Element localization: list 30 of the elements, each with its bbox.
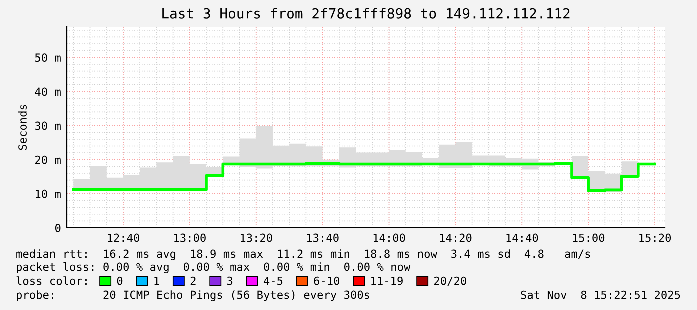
text: probe: 20 ICMP Echo Pings (56 Bytes) every 300s [17, 290, 370, 302]
legend-label: 1 [154, 276, 160, 286]
x-tick-label: 14:40 [506, 234, 538, 242]
y-tick-label: 10 m [36, 190, 61, 198]
legend-label: 2 [190, 276, 196, 286]
chart-title: Last 3 Hours from 2f78c1fff898 to 149.112.112.112 [162, 8, 570, 19]
legend-title: loss color: [16, 276, 87, 286]
text: packet loss: 0.00 % avg 0.00 % max 0.00 % min 0.00 % now [17, 262, 411, 274]
legend-label: 11-19 [372, 276, 403, 286]
x-tick-label: 14:20 [440, 234, 472, 242]
x-tick-label: 13:40 [307, 234, 339, 242]
y-tick-label: 40 m [35, 88, 61, 96]
legend-label: 20/20 [434, 276, 466, 286]
x-tick-label: 13:00 [174, 234, 206, 242]
y-tick-label: 30 m [35, 122, 61, 130]
text: median rtt: 16.2 ms avg 18.9 ms max 11.2 ms min 18.8 ms now 3.4 ms sd 4.8 am/s [16, 250, 590, 260]
text: Sat Nov 8 15:22:51 2025 [521, 290, 680, 300]
x-tick-label: 15:00 [573, 234, 605, 242]
x-tick-label: 13:20 [240, 234, 272, 242]
legend-label: 6-10 [314, 276, 340, 286]
legend-label: 0 [117, 276, 123, 286]
x-tick-label: 12:40 [108, 234, 140, 242]
y-tick-label: 20 m [36, 156, 61, 164]
legend-label: 4-5 [264, 276, 283, 286]
x-tick-label: 14:00 [374, 234, 406, 242]
y-tick-label: 50 m [35, 54, 61, 62]
y-tick-label: 0 [55, 224, 61, 232]
legend-label: 3 [227, 276, 233, 286]
x-tick-label: 15:20 [640, 234, 672, 242]
y-axis-title: Seconds [18, 105, 27, 150]
